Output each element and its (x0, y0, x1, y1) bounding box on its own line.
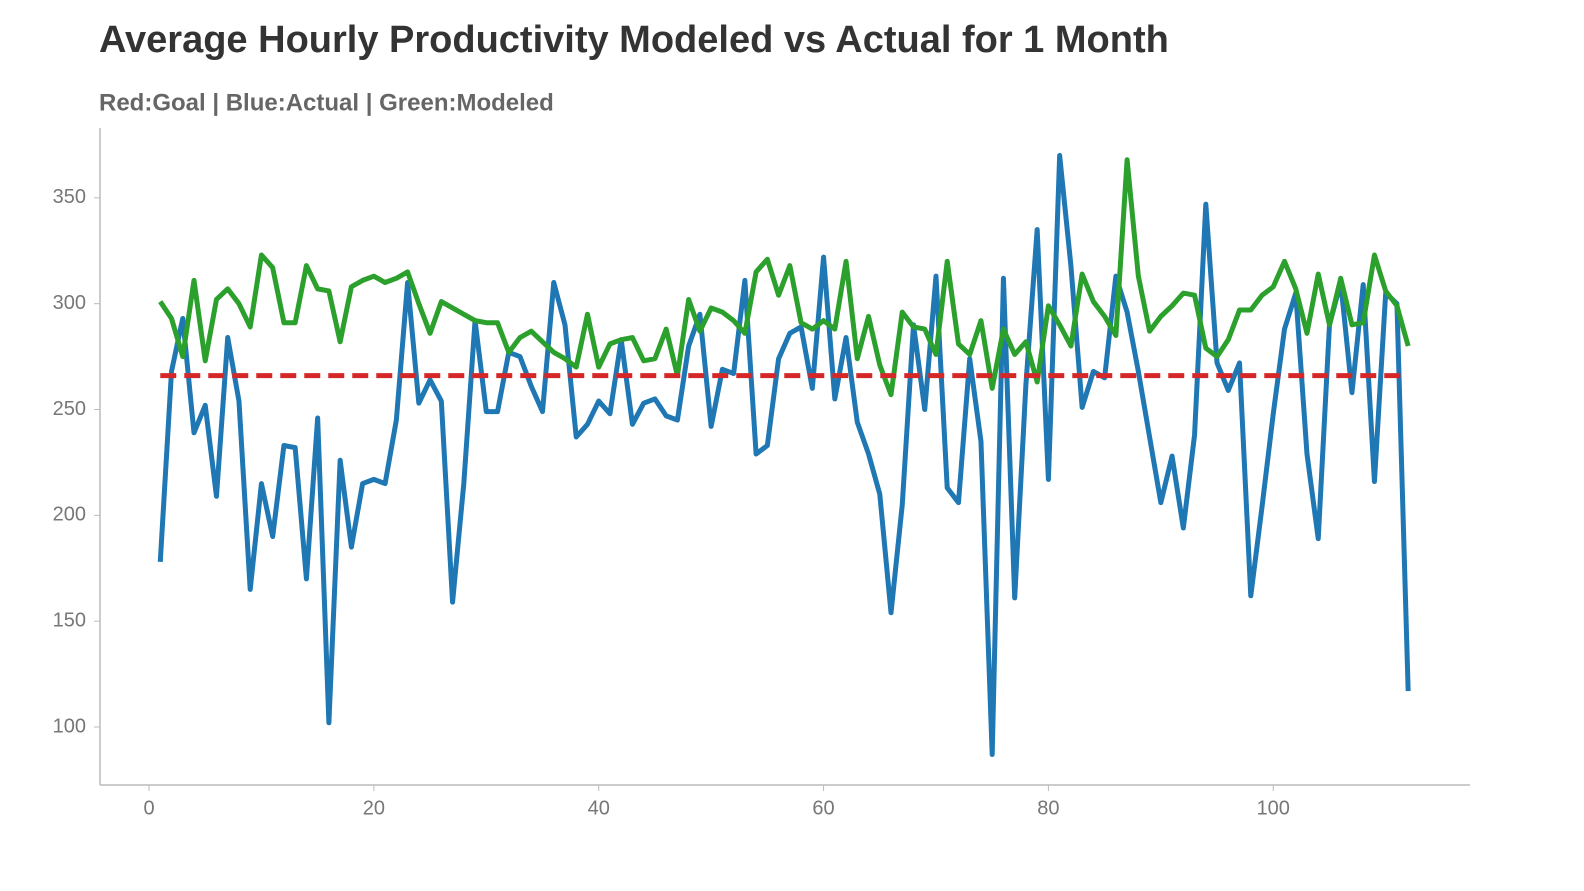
y-tick-label: 350 (53, 186, 86, 208)
y-tick-label: 150 (53, 609, 86, 631)
x-tick-label: 20 (363, 797, 385, 819)
y-tick-label: 100 (53, 715, 86, 737)
series-line (158, 157, 1411, 398)
y-tick-label: 250 (53, 398, 86, 420)
chart-title: Average Hourly Productivity Modeled vs A… (99, 19, 1169, 61)
x-tick-label: 60 (812, 797, 834, 819)
x-tick-label: 80 (1037, 797, 1059, 819)
series-line (157, 153, 1411, 758)
x-tick-label: 0 (143, 797, 154, 819)
x-tick-label: 100 (1257, 797, 1290, 819)
x-tick-label: 40 (588, 797, 610, 819)
y-tick-label: 200 (53, 504, 86, 526)
y-tick-label: 300 (53, 292, 86, 314)
chart-subtitle: Red:Goal | Blue:Actual | Green:Modeled (99, 89, 554, 116)
